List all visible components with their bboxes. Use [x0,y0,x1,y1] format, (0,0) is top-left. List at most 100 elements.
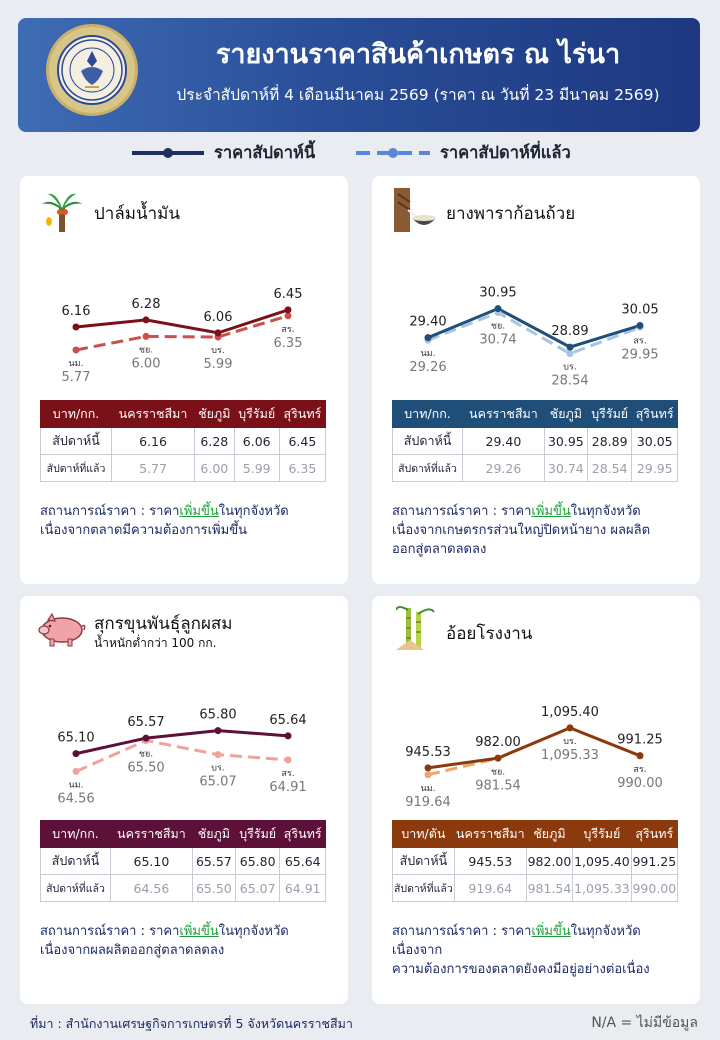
table-unit-header: บาท/กก. [391,400,464,428]
province-abbrev-label: นม. [69,780,84,790]
province-abbrev-label: บร. [211,346,224,356]
this-week-point [566,724,574,732]
row-label: สัปดาห์ที่แล้ว [39,454,113,482]
price-cell: 981.54 [525,874,574,902]
row-label: สัปดาห์ที่แล้ว [39,874,112,902]
price-status: สถานการณ์ราคา : ราคาเพิ่มขึ้นในทุกจังหวั… [392,924,650,977]
price-cell: 29.26 [462,454,545,482]
province-abbrev-label: นม. [421,349,436,359]
province-header: สุรินทร์ [631,400,678,428]
this-week-value-label: 30.05 [621,302,658,317]
last-week-point [284,312,292,320]
this-week-value-label: 945.53 [405,745,451,760]
last-week-point [142,332,150,340]
price-status: สถานการณ์ราคา : ราคาเพิ่มขึ้นในทุกจังหวั… [40,924,289,958]
last-week-value-label: 6.00 [132,356,161,371]
this-week-point [636,752,644,760]
last-week-value-label: 919.64 [405,795,451,810]
series-last-week-line [427,310,641,356]
row-label: สัปดาห์นี้ [391,427,464,455]
price-line-chart: นม.29.26 ชย.30.74 บร.28.54 สร.29.95 29.40 30.… [409,286,658,389]
dashed-line-marker-icon [356,148,430,158]
this-week-point [72,750,80,758]
province-header: ชัยภูมิ [543,400,588,428]
price-cell: 65.50 [191,874,236,902]
price-cell: 6.06 [233,427,280,455]
last-week-value-label: 29.26 [409,360,446,375]
row-label: สัปดาห์นี้ [392,847,455,875]
rubber-tapping-icon [394,188,436,232]
series-this-week-line [75,729,289,756]
price-cell: 1,095.40 [572,847,632,875]
province-header: บุรีรัมย์ [233,400,280,428]
price-cell: 990.00 [630,874,679,902]
legend-last-week-label: ราคาสัปดาห์ที่แล้ว [440,143,571,162]
this-week-value-label: 65.80 [199,708,236,723]
this-week-value-label: 29.40 [409,315,446,330]
this-week-value-label: 991.25 [617,733,663,748]
last-week-value-label: 5.77 [62,370,91,385]
province-abbrev-label: บร. [563,363,576,373]
province-abbrev-label: ชย. [139,749,153,759]
province-header: สุรินทร์ [279,820,326,848]
last-week-point [72,767,80,775]
pig-icon [38,612,86,647]
card-sugarcane: อ้อยโรงงาน นม. 919.64 ชย. 981.54 บร. 1,095.33… [372,596,700,1004]
row-label: สัปดาห์ที่แล้ว [392,874,455,902]
price-cell: 1,095.33 [572,874,632,902]
price-cell: 919.64 [453,874,527,902]
report-subtitle: ประจำสัปดาห์ที่ 4 เดือนมีนาคม 2569 (ราคา… [176,86,660,104]
legend-this-week-label: ราคาสัปดาห์นี้ [214,143,316,162]
legend-this-week: ราคาสัปดาห์นี้ [130,140,315,166]
last-week-value-label: 6.35 [274,336,303,351]
this-week-value-label: 1,095.40 [541,705,599,720]
price-cell: 5.77 [111,454,196,482]
price-table: บาท/ตัน นครราชสีมา ชัยภูมิ บุรีรัมย์ สุร… [392,820,679,902]
price-cell: 28.89 [586,427,633,455]
province-abbrev-label: บร. [563,737,576,747]
last-week-value-label: 64.56 [57,791,94,806]
last-week-value-label: 65.50 [127,760,164,775]
province-abbrev-label: สร. [633,765,646,775]
this-week-point [284,732,292,740]
price-table: บาท/กก. นครราชสีมา ชัยภูมิ บุรีรัมย์ สุร… [391,400,678,482]
this-week-value-label: 6.06 [204,310,233,325]
last-week-value-label: 29.95 [621,347,658,362]
price-cell: 30.74 [543,454,588,482]
price-cell: 65.10 [110,847,193,875]
price-cell: 982.00 [525,847,574,875]
last-week-value-label: 981.54 [475,778,521,793]
last-week-point [284,756,292,764]
price-cell: 6.28 [194,427,235,455]
this-week-point [566,343,574,351]
price-status: สถานการณ์ราคา : ราคาเพิ่มขึ้นในทุกจังหวั… [392,504,651,557]
price-line-chart: นม.64.56 ชย.65.50 บร.65.07 สร.64.91 65.10 65.… [57,708,306,807]
province-abbrev-label: นม. [421,784,436,794]
this-week-value-label: 6.45 [274,287,303,302]
price-status: สถานการณ์ราคา : ราคาเพิ่มขึ้นในทุกจังหวั… [40,504,289,538]
price-cell: 6.35 [278,454,327,482]
this-week-point [424,334,432,342]
last-week-point [214,751,222,759]
price-cell: 30.95 [543,427,588,455]
province-header: สุรินทร์ [278,400,327,428]
this-week-point [494,305,502,313]
price-cell: 64.56 [110,874,193,902]
report-header: รายงานราคาสินค้าเกษตร ณ ไร่นา ประจำสัปดา… [18,18,700,132]
price-cell: 65.64 [279,847,326,875]
card-title: อ้อยโรงงาน [446,624,533,644]
province-header: สุรินทร์ [630,820,679,848]
province-header: บุรีรัมย์ [234,820,281,848]
this-week-point [214,727,222,735]
this-week-point [142,734,150,742]
solid-line-marker-icon [132,148,204,158]
this-week-value-label: 65.64 [269,713,306,728]
price-line-chart: นม.5.77 ชย.6.00 บร.5.99 สร.6.35 6.16 6.28 6.06… [62,287,303,385]
price-cell: 65.07 [234,874,281,902]
province-header: ชัยภูมิ [194,400,235,428]
province-abbrev-label: ชย. [139,345,153,355]
table-unit-header: บาท/กก. [39,400,113,428]
province-header: นครราชสีมา [110,820,193,848]
price-cell: 29.40 [462,427,545,455]
province-abbrev-label: สร. [633,336,646,346]
